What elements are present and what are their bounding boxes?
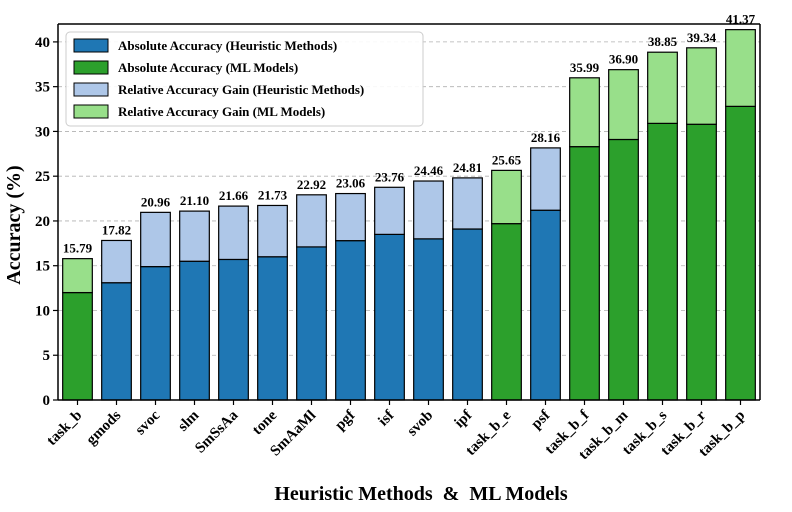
bar-absolute-task_b_p [725, 105, 756, 401]
bar-absolute-task_b [62, 291, 93, 401]
total-label-ipf: 24.81 [453, 160, 482, 175]
bar-absolute-svob [413, 238, 444, 401]
bar-gain-slm [179, 210, 210, 262]
x-tick-label: svob [404, 408, 436, 440]
bar-gain-ipf [452, 177, 483, 230]
bar-gain-svoc [140, 211, 171, 268]
x-tick-label: isf [375, 407, 398, 430]
bar-gain-task_b [62, 258, 93, 294]
legend-label: Relative Accuracy Gain (Heuristic Method… [118, 82, 364, 97]
bar-gain-gmods [101, 239, 132, 284]
total-label-psf: 28.16 [531, 130, 561, 145]
legend-label: Relative Accuracy Gain (ML Models) [118, 104, 325, 119]
bar-absolute-task_b_e [491, 223, 522, 401]
total-label-task_b_s: 38.85 [648, 34, 678, 49]
x-tick-label: ipf [452, 407, 476, 431]
bar-gain-psf [530, 147, 561, 211]
x-axis-title: Heuristic Methods & ML Models [274, 483, 568, 505]
total-label-pgf: 23.06 [336, 176, 366, 191]
bar-absolute-task_b_r [686, 123, 717, 401]
bar-gain-task_b_s [647, 51, 678, 124]
x-tick-label: gmods [84, 407, 125, 448]
y-tick-label: 25 [35, 169, 50, 185]
bar-gain-pgf [335, 192, 366, 242]
total-label-tone: 21.73 [258, 187, 288, 202]
total-label-svob: 24.46 [414, 163, 444, 178]
bar-absolute-isf [374, 233, 405, 401]
x-tick-label: slm [175, 407, 203, 435]
bar-gain-task_b_m [608, 69, 639, 141]
bar-absolute-tone [257, 256, 288, 401]
total-labels: 15.79 17.82 20.96 21.10 21.66 21.73 22.92 23.06… [63, 12, 756, 256]
x-tick-label: svoc [133, 407, 164, 438]
bar-absolute-ipf [452, 228, 483, 401]
x-tick-label: tone [250, 407, 281, 438]
bar-absolute-pgf [335, 240, 366, 401]
legend-swatch [73, 104, 109, 119]
bar-gain-SmSsAa [218, 205, 249, 261]
y-tick-label: 35 [35, 80, 50, 96]
total-label-isf: 23.76 [375, 169, 405, 184]
total-label-SmSsAa: 21.66 [219, 188, 249, 203]
total-label-slm: 21.10 [180, 193, 209, 208]
bar-absolute-task_b_m [608, 138, 639, 401]
y-tick-label: 20 [35, 214, 50, 230]
bar-gain-isf [374, 186, 405, 235]
total-label-task_b_e: 25.65 [492, 152, 522, 167]
total-label-task_b_m: 36.90 [609, 52, 638, 67]
total-label-gmods: 17.82 [102, 222, 131, 237]
y-axis-title: Accuracy (%) [3, 165, 25, 284]
legend-label: Absolute Accuracy (Heuristic Methods) [118, 38, 337, 53]
legend-swatch [73, 60, 109, 75]
y-tick-label: 10 [35, 303, 50, 319]
bar-gain-SmAaMl [296, 194, 327, 248]
y-tick-label: 5 [43, 348, 51, 364]
y-tick-label: 0 [43, 393, 51, 409]
bar-absolute-slm [179, 260, 210, 401]
y-tick-label: 30 [35, 124, 50, 140]
total-label-task_b_r: 39.34 [687, 30, 717, 45]
x-tick-label: SmSsAa [192, 407, 241, 456]
bar-absolute-gmods [101, 282, 132, 401]
total-label-task_b_f: 35.99 [570, 60, 600, 75]
y-tick-label: 15 [35, 259, 50, 275]
bar-gain-task_b_p [725, 29, 756, 107]
total-label-task_b_p: 41.37 [726, 12, 756, 27]
x-tick-label: task_b [44, 408, 85, 449]
bar-gain-task_b_e [491, 169, 522, 225]
legend-frame [65, 31, 424, 127]
total-label-task_b: 15.79 [63, 241, 93, 256]
bar-absolute-svoc [140, 266, 171, 401]
bar-gain-svob [413, 180, 444, 240]
y-ticks: 0 5 10 15 20 25 30 35 40 [35, 35, 58, 409]
bars [62, 29, 756, 401]
x-tick-label: psf [528, 407, 554, 433]
total-label-SmAaMl: 22.92 [297, 177, 326, 192]
bar-absolute-task_b_f [569, 146, 600, 401]
bar-gain-task_b_f [569, 77, 600, 148]
legend-label: Absolute Accuracy (ML Models) [118, 60, 298, 75]
y-tick-label: 40 [35, 35, 50, 51]
bar-absolute-task_b_s [647, 122, 678, 401]
bar-absolute-SmSsAa [218, 258, 249, 401]
bar-gain-tone [257, 204, 288, 258]
total-label-svoc: 20.96 [141, 194, 171, 209]
x-tick-label: pgf [332, 407, 359, 434]
bar-absolute-SmAaMl [296, 246, 327, 401]
legend: Absolute Accuracy (Heuristic Methods) Abs… [65, 31, 424, 127]
legend-swatch [73, 82, 109, 97]
legend-swatch [73, 38, 109, 53]
bar-gain-task_b_r [686, 47, 717, 125]
bar-absolute-psf [530, 209, 561, 401]
